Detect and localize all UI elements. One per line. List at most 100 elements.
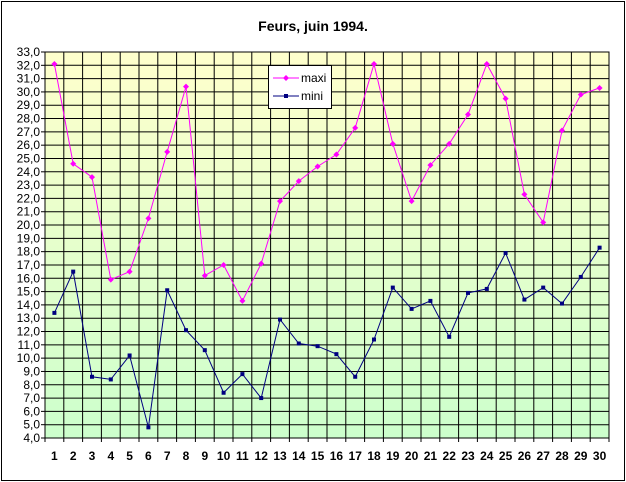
data-point-maxi	[559, 127, 565, 134]
x-tick-label: 12	[255, 449, 269, 463]
data-point-maxi	[389, 140, 396, 147]
y-tick-label: 17,0	[17, 258, 41, 272]
data-point-maxi	[220, 261, 227, 268]
legend: maxi mini	[268, 65, 332, 109]
data-point-maxi	[427, 162, 434, 169]
data-point-mini	[466, 290, 470, 295]
data-point-mini	[71, 269, 76, 274]
data-point-maxi	[295, 178, 302, 185]
x-tick-label: 18	[367, 449, 381, 463]
y-tick-label: 24,0	[17, 165, 41, 179]
x-tick-label: 21	[424, 449, 438, 463]
data-point-maxi	[483, 60, 490, 67]
data-point-mini	[315, 344, 320, 349]
x-tick-label: 10	[217, 449, 231, 463]
legend-swatch-maxi	[273, 75, 299, 81]
x-tick-label: 22	[443, 449, 457, 463]
x-tick-label: 11	[236, 449, 249, 463]
data-point-mini	[522, 297, 527, 302]
y-tick-label: 12,0	[17, 325, 41, 339]
x-tick-label: 19	[386, 449, 400, 463]
y-tick-label: 18,0	[17, 245, 41, 259]
data-point-maxi	[502, 95, 509, 102]
data-point-mini	[296, 341, 301, 346]
x-tick-label: 29	[574, 449, 588, 463]
y-tick-label: 26,0	[17, 138, 41, 152]
data-point-maxi	[70, 160, 77, 167]
chart-title: Feurs, juin 1994.	[258, 18, 368, 34]
y-tick-label: 23,0	[17, 178, 41, 192]
data-point-maxi	[201, 272, 208, 279]
x-axis-ticks: 1 2 3 4 5 6 7 8 9 10 11 12 13 14 15 16 17 18 19 20 21 22 23 24 2…	[44, 438, 610, 463]
data-point-maxi	[145, 215, 152, 222]
data-point-mini	[597, 245, 602, 250]
data-point-maxi	[89, 174, 95, 181]
x-tick-label: 13	[273, 449, 287, 463]
legend-label-maxi: maxi	[301, 71, 327, 85]
data-point-mini	[127, 353, 132, 358]
data-point-mini	[560, 301, 564, 306]
legend-item-maxi: maxi	[269, 70, 331, 86]
data-point-maxi	[596, 84, 603, 91]
x-tick-label: 16	[330, 449, 344, 463]
y-tick-label: 25,0	[17, 151, 41, 165]
y-tick-label: 5,0	[23, 418, 40, 432]
y-tick-label: 28,0	[17, 112, 41, 126]
x-tick-label: 15	[311, 449, 325, 463]
y-tick-label: 30,0	[17, 85, 41, 99]
y-tick-label: 13,0	[17, 311, 41, 325]
grid-lines	[44, 51, 610, 439]
y-tick-label: 33,0	[17, 45, 41, 59]
data-point-mini	[52, 310, 57, 315]
x-tick-label: 17	[349, 449, 363, 463]
series-mini	[52, 245, 602, 430]
data-point-mini	[146, 425, 151, 430]
legend-label-mini: mini	[301, 89, 324, 103]
x-tick-label: 26	[518, 449, 532, 463]
y-tick-label: 7,0	[23, 391, 40, 405]
y-tick-label: 21,0	[17, 205, 41, 219]
x-tick-label: 1	[51, 449, 58, 463]
data-point-mini	[484, 286, 489, 291]
x-tick-label: 30	[593, 449, 607, 463]
y-tick-label: 22,0	[17, 191, 41, 205]
y-tick-label: 19,0	[17, 231, 41, 245]
y-tick-label: 31,0	[17, 72, 41, 86]
data-point-mini	[428, 298, 433, 303]
data-point-maxi	[521, 191, 528, 198]
x-tick-label: 23	[461, 449, 475, 463]
data-point-maxi	[333, 151, 340, 158]
data-point-mini	[184, 328, 188, 333]
legend-swatch-mini	[273, 94, 299, 98]
y-tick-label: 6,0	[23, 404, 40, 418]
series-line-mini	[53, 247, 601, 428]
x-tick-label: 5	[126, 449, 133, 463]
data-point-mini	[503, 250, 508, 255]
data-point-maxi	[164, 148, 171, 155]
data-point-maxi	[352, 124, 359, 131]
y-axis-ticks: 4,05,06,07,08,09,010,011,012,013,014,015…	[17, 45, 45, 445]
y-tick-label: 32,0	[17, 58, 41, 72]
data-point-mini	[372, 337, 376, 342]
data-point-maxi	[126, 268, 133, 275]
data-point-maxi	[408, 198, 415, 205]
y-tick-label: 20,0	[17, 218, 41, 232]
data-point-maxi	[314, 163, 321, 170]
y-tick-label: 27,0	[17, 125, 41, 139]
data-point-maxi	[51, 60, 58, 67]
x-tick-label: 20	[405, 449, 419, 463]
data-point-mini	[541, 285, 546, 290]
x-tick-label: 28	[555, 449, 569, 463]
data-point-mini	[447, 334, 452, 339]
data-point-mini	[240, 372, 245, 377]
data-point-mini	[334, 352, 339, 357]
y-tick-label: 15,0	[17, 285, 41, 299]
data-point-maxi	[465, 111, 471, 118]
y-tick-label: 11,0	[18, 338, 41, 352]
x-tick-label: 8	[183, 449, 190, 463]
data-point-mini	[165, 288, 170, 293]
y-tick-label: 16,0	[17, 271, 41, 285]
data-point-maxi	[577, 91, 584, 98]
